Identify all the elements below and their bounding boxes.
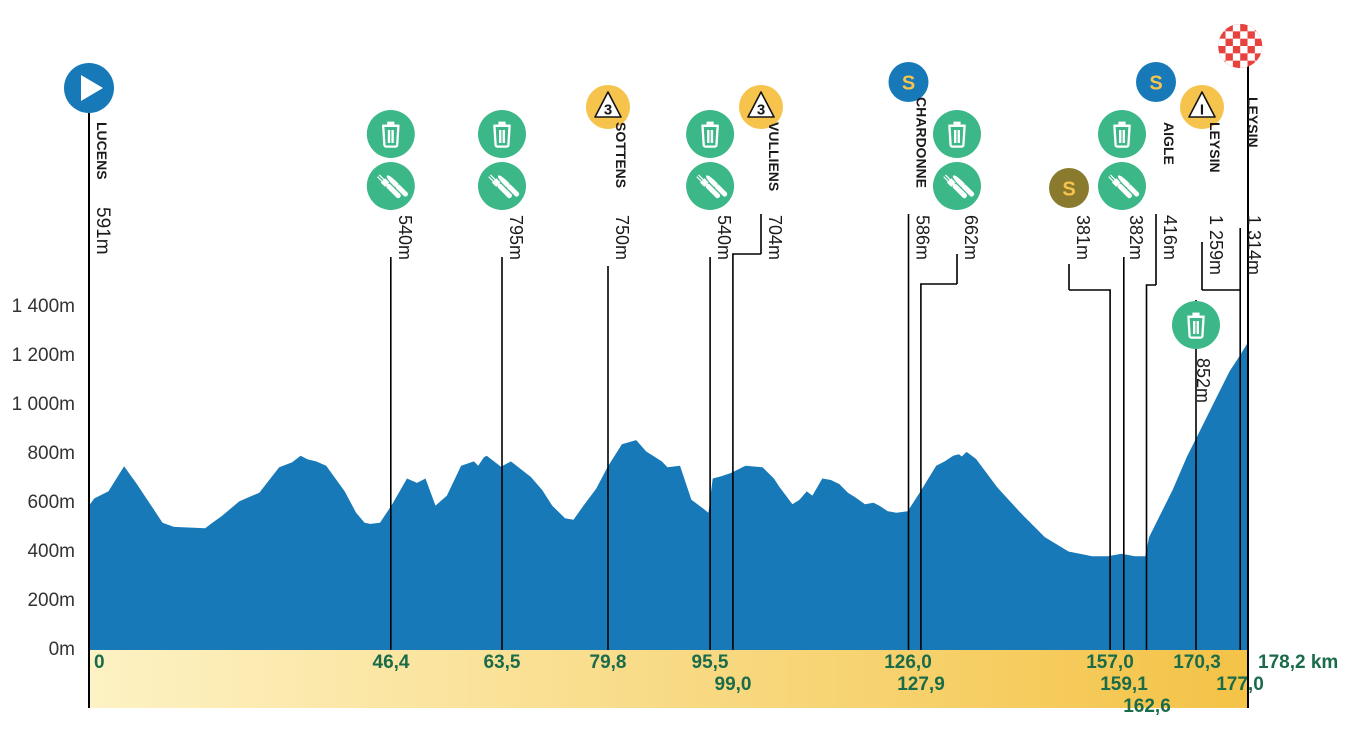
svg-text:400m: 400m [27, 541, 75, 562]
svg-text:800m: 800m [27, 443, 75, 464]
svg-text:704m: 704m [765, 215, 785, 260]
svg-text:1 259m: 1 259m [1206, 215, 1226, 275]
svg-text:540m: 540m [714, 215, 734, 260]
svg-text:46,4: 46,4 [373, 652, 410, 673]
svg-text:381m: 381m [1073, 215, 1093, 260]
svg-text:1 400m: 1 400m [12, 296, 75, 317]
svg-text:162,6: 162,6 [1123, 696, 1171, 717]
svg-text:540m: 540m [395, 215, 415, 260]
svg-text:63,5: 63,5 [484, 652, 521, 673]
svg-text:SOTTENS: SOTTENS [613, 122, 629, 188]
svg-text:LEYSIN: LEYSIN [1207, 122, 1223, 173]
svg-text:127,9: 127,9 [897, 674, 945, 695]
svg-text:AIGLE: AIGLE [1161, 122, 1177, 165]
svg-text:126,0: 126,0 [884, 652, 932, 673]
svg-text:1 200m: 1 200m [12, 345, 75, 366]
svg-text:170,3: 170,3 [1173, 652, 1221, 673]
svg-text:159,1: 159,1 [1100, 674, 1148, 695]
svg-text:LEYSIN: LEYSIN [1245, 97, 1261, 148]
svg-text:1 000m: 1 000m [12, 394, 75, 415]
svg-text:1 314m: 1 314m [1244, 215, 1264, 275]
svg-text:99,0: 99,0 [715, 674, 752, 695]
svg-text:591m: 591m [92, 207, 113, 255]
svg-text:157,0: 157,0 [1086, 652, 1134, 673]
svg-text:852m: 852m [1193, 358, 1213, 403]
svg-text:0: 0 [94, 652, 105, 673]
svg-text:750m: 750m [612, 215, 632, 260]
svg-text:416m: 416m [1160, 215, 1180, 260]
svg-text:600m: 600m [27, 492, 75, 513]
svg-text:95,5: 95,5 [692, 652, 729, 673]
svg-text:382m: 382m [1126, 215, 1146, 260]
svg-text:200m: 200m [27, 590, 75, 611]
svg-text:662m: 662m [961, 215, 981, 260]
svg-text:795m: 795m [506, 215, 526, 260]
svg-text:178,2 km: 178,2 km [1258, 652, 1338, 673]
svg-text:177,0: 177,0 [1216, 674, 1264, 695]
svg-text:586m: 586m [913, 215, 933, 260]
svg-text:0m: 0m [49, 639, 75, 660]
svg-text:VULLIENS: VULLIENS [766, 122, 782, 191]
svg-text:CHARDONNE: CHARDONNE [914, 97, 930, 188]
svg-text:LUCENS: LUCENS [94, 122, 110, 180]
svg-text:79,8: 79,8 [590, 652, 627, 673]
